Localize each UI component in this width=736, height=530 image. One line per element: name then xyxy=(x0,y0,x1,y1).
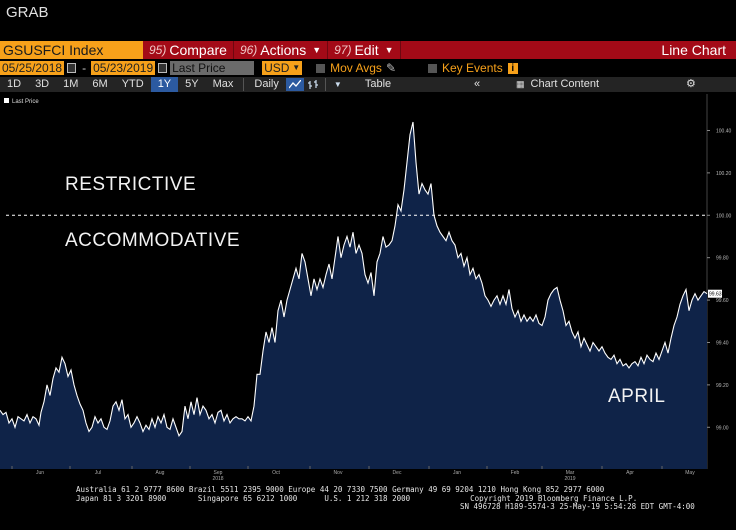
x-tick-label-jan: Jan xyxy=(453,470,461,476)
field-select[interactable]: Last Price xyxy=(170,61,255,75)
footer-contacts: Japan 81 3 3201 8900 Singapore 65 6212 1… xyxy=(76,493,411,503)
params-bar: 05/25/2018 - 05/23/2019 Last Price USD ▼… xyxy=(0,60,736,76)
x-tick-label-dec: Dec xyxy=(393,470,402,476)
period-1m[interactable]: 1M xyxy=(63,78,79,90)
x-tick-label-aug: Aug xyxy=(156,470,165,476)
x-tick-label-feb: Feb xyxy=(511,470,520,476)
y-tick-label: 100.20 xyxy=(716,171,732,177)
chevron-down-icon: ▼ xyxy=(292,63,301,72)
period-max[interactable]: Max xyxy=(212,78,234,90)
x-tick-label-sep: Sep xyxy=(214,470,223,476)
edit-label: Edit xyxy=(354,42,379,58)
table-button[interactable]: Table xyxy=(364,78,392,90)
y-tick-label: 100.40 xyxy=(716,128,732,134)
bar-style-icon[interactable] xyxy=(304,78,322,91)
date-range-dash: - xyxy=(82,61,87,75)
actions-caret-icon: ▼ xyxy=(312,45,322,55)
period-1y[interactable]: 1Y xyxy=(150,77,179,92)
currency-value: USD xyxy=(264,61,290,75)
frequency-select[interactable]: Daily xyxy=(254,78,279,90)
end-date-field[interactable]: 05/23/2019 xyxy=(91,61,156,75)
last-value-marker xyxy=(708,289,722,298)
divider xyxy=(243,78,245,91)
y-tick-label: 99.80 xyxy=(716,256,729,262)
mov-avgs-label[interactable]: Mov Avgs xyxy=(330,61,382,75)
x-tick-label-jul: Jul xyxy=(95,470,101,476)
start-date-field[interactable]: 05/25/2018 xyxy=(0,61,65,75)
grab-label: GRAB xyxy=(6,4,49,21)
calendar-icon[interactable] xyxy=(67,63,77,73)
period-buttons: 1D 3D 1M 6M YTD 1Y 5Y Max xyxy=(0,77,240,92)
period-bar: 1D 3D 1M 6M YTD 1Y 5Y Max Daily ▼ Table « ▦ Char… xyxy=(0,77,736,92)
divider xyxy=(324,78,326,91)
command-bar: GSUSFCI Index 95) Compare 96) Actions ▼ … xyxy=(0,41,736,59)
x-tick-label-nov: Nov xyxy=(334,470,343,476)
footer-line-3: SN 496728 H189-5574-3 25-May-19 5:54:28 … xyxy=(460,502,695,511)
compare-button[interactable]: 95) Compare xyxy=(149,41,234,59)
mov-avgs-checkbox[interactable] xyxy=(316,63,326,73)
series-line[interactable] xyxy=(0,121,708,437)
restrictive-annotation: RESTRICTIVE xyxy=(65,174,197,195)
pencil-icon[interactable]: ✎ xyxy=(385,61,396,75)
period-5y[interactable]: 5Y xyxy=(185,78,199,90)
chevron-down-icon[interactable]: ▼ xyxy=(333,80,342,89)
footer: Australia 61 2 9777 8600 Brazil 5511 239… xyxy=(0,485,736,512)
period-1d[interactable]: 1D xyxy=(7,78,22,90)
collapse-icon[interactable]: « xyxy=(474,78,481,90)
series-area-fill xyxy=(0,122,707,469)
key-events-label[interactable]: Key Events xyxy=(442,61,503,75)
legend-swatch xyxy=(4,98,9,103)
x-tick-label-apr: Apr xyxy=(626,470,634,476)
x-tick-label-mar: Mar xyxy=(566,470,575,476)
x-year-label: 2018 xyxy=(212,476,223,482)
last-value-label: 99.63 xyxy=(709,292,722,298)
y-tick-label: 100.00 xyxy=(716,213,732,219)
calendar-icon[interactable] xyxy=(158,63,168,73)
april-annotation: APRIL xyxy=(608,386,666,407)
compare-number: 95) xyxy=(149,43,167,57)
legend-label: Last Price xyxy=(12,99,39,105)
chart-content-label: Chart Content xyxy=(530,78,599,90)
x-year-label: 2019 xyxy=(564,476,575,482)
price-chart[interactable]: Last Price100.40100.20100.0099.8099.6099… xyxy=(0,94,736,484)
y-tick-label: 99.20 xyxy=(716,383,729,389)
actions-number: 96) xyxy=(239,43,258,57)
x-tick-label-may: May xyxy=(685,470,695,476)
compare-label: Compare xyxy=(169,42,227,58)
period-6m[interactable]: 6M xyxy=(92,78,108,90)
line-chart-icon[interactable] xyxy=(285,78,304,91)
info-icon[interactable]: i xyxy=(507,62,518,74)
chart-content-button[interactable]: ▦ Chart Content xyxy=(516,77,599,92)
chart-content-icon: ▦ xyxy=(516,79,525,89)
edit-number: 97) xyxy=(334,43,352,57)
actions-button[interactable]: 96) Actions ▼ xyxy=(239,41,329,59)
currency-select[interactable]: USD ▼ xyxy=(262,61,303,75)
edit-button[interactable]: 97) Edit ▼ xyxy=(334,41,401,59)
actions-label: Actions xyxy=(260,42,307,58)
x-tick-label-jun: Jun xyxy=(36,470,44,476)
y-tick-label: 99.60 xyxy=(716,298,729,304)
period-ytd[interactable]: YTD xyxy=(121,78,144,90)
footer-copyright: Copyright 2019 Bloomberg Finance L.P. xyxy=(470,493,638,503)
ticker-field[interactable]: GSUSFCI Index xyxy=(0,41,143,59)
footer-line-1: Australia 61 2 9777 8600 Brazil 5511 239… xyxy=(76,485,605,494)
period-3d[interactable]: 3D xyxy=(35,78,50,90)
gear-icon[interactable]: ⚙ xyxy=(686,78,696,90)
key-events-checkbox[interactable] xyxy=(428,63,437,73)
accommodative-annotation: ACCOMMODATIVE xyxy=(65,230,241,251)
footer-line-2: Japan 81 3 3201 8900 Singapore 65 6212 1… xyxy=(0,493,736,504)
x-tick-label-oct: Oct xyxy=(272,470,280,476)
chart-type-title: Line Chart xyxy=(661,42,726,58)
edit-caret-icon: ▼ xyxy=(384,45,394,55)
y-tick-label: 99.00 xyxy=(716,425,729,431)
y-tick-label: 99.40 xyxy=(716,340,729,346)
